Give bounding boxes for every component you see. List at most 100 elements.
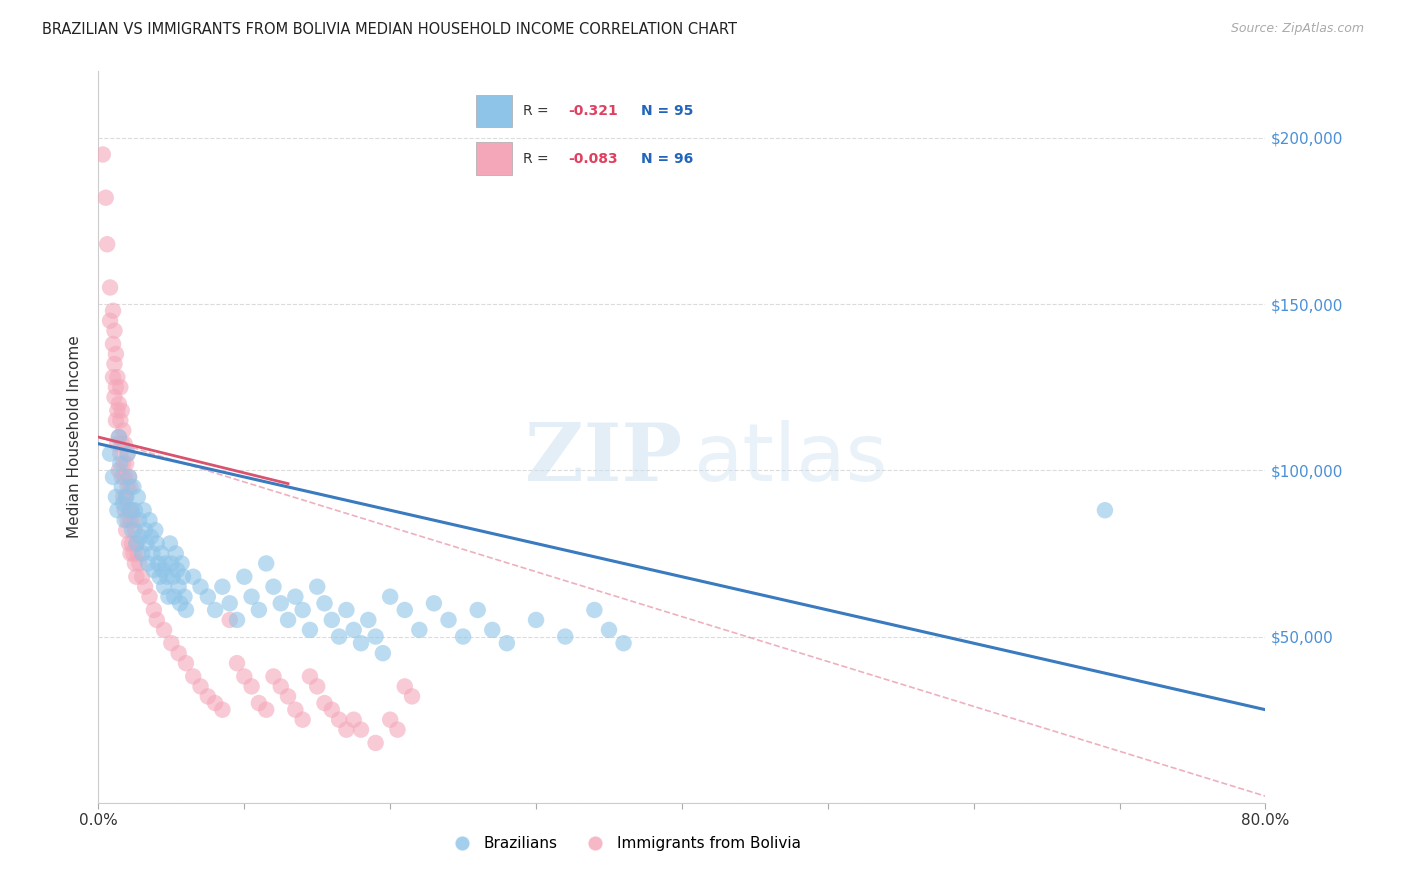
- Point: [270, 596, 292, 610]
- Point: [598, 623, 620, 637]
- Point: [335, 603, 357, 617]
- Point: [114, 436, 136, 450]
- Point: [277, 613, 299, 627]
- Point: [190, 680, 212, 694]
- Point: [104, 490, 127, 504]
- Point: [321, 703, 343, 717]
- Point: [146, 613, 169, 627]
- Point: [152, 563, 174, 577]
- Point: [120, 546, 142, 560]
- Point: [153, 580, 176, 594]
- Point: [129, 530, 152, 544]
- Point: [103, 357, 125, 371]
- Point: [115, 457, 138, 471]
- Point: [121, 523, 143, 537]
- Point: [172, 570, 194, 584]
- Point: [143, 523, 166, 537]
- Point: [277, 690, 299, 704]
- Point: [124, 503, 146, 517]
- Point: [211, 703, 233, 717]
- Point: [554, 630, 576, 644]
- Point: [254, 557, 277, 571]
- Point: [190, 580, 212, 594]
- Point: [134, 523, 156, 537]
- Point: [120, 480, 142, 494]
- Point: [141, 546, 163, 560]
- Point: [298, 669, 321, 683]
- Point: [160, 557, 183, 571]
- Point: [314, 696, 336, 710]
- Point: [298, 623, 321, 637]
- Point: [211, 580, 233, 594]
- Point: [163, 590, 186, 604]
- Point: [128, 557, 150, 571]
- Point: [121, 503, 143, 517]
- Point: [291, 603, 314, 617]
- Point: [240, 590, 263, 604]
- Point: [110, 447, 132, 461]
- Point: [174, 603, 197, 617]
- Point: [104, 413, 127, 427]
- Point: [343, 623, 366, 637]
- Point: [218, 596, 240, 610]
- Point: [127, 490, 149, 504]
- Point: [110, 380, 132, 394]
- Point: [96, 237, 118, 252]
- Point: [136, 557, 159, 571]
- Point: [162, 570, 184, 584]
- Point: [291, 713, 314, 727]
- Point: [103, 390, 125, 404]
- Point: [314, 596, 336, 610]
- Point: [387, 723, 409, 737]
- Point: [218, 613, 240, 627]
- Y-axis label: Median Household Income: Median Household Income: [67, 335, 83, 539]
- Point: [114, 513, 136, 527]
- Point: [104, 347, 127, 361]
- Point: [496, 636, 519, 650]
- Point: [371, 646, 394, 660]
- Point: [112, 457, 135, 471]
- Point: [166, 563, 188, 577]
- Point: [401, 690, 423, 704]
- Point: [118, 536, 141, 550]
- Text: ZIP: ZIP: [524, 420, 682, 498]
- Point: [357, 613, 380, 627]
- Text: atlas: atlas: [693, 420, 889, 498]
- Point: [174, 656, 197, 670]
- Point: [612, 636, 634, 650]
- Point: [105, 370, 128, 384]
- Point: [121, 536, 143, 550]
- Point: [1094, 503, 1116, 517]
- Legend: Brazilians, Immigrants from Bolivia: Brazilians, Immigrants from Bolivia: [440, 830, 807, 857]
- Point: [155, 557, 177, 571]
- Point: [101, 370, 124, 384]
- Point: [124, 557, 146, 571]
- Point: [328, 630, 350, 644]
- Point: [98, 280, 121, 294]
- Point: [124, 523, 146, 537]
- Point: [408, 623, 430, 637]
- Point: [131, 570, 153, 584]
- Point: [380, 590, 402, 604]
- Point: [138, 590, 160, 604]
- Point: [394, 603, 416, 617]
- Point: [270, 680, 292, 694]
- Point: [114, 470, 136, 484]
- Point: [112, 490, 135, 504]
- Point: [101, 337, 124, 351]
- Point: [146, 536, 169, 550]
- Point: [115, 523, 138, 537]
- Point: [343, 713, 366, 727]
- Point: [118, 470, 141, 484]
- Point: [122, 513, 145, 527]
- Point: [125, 570, 148, 584]
- Point: [307, 680, 329, 694]
- Point: [197, 690, 219, 704]
- Point: [117, 447, 139, 461]
- Point: [150, 546, 173, 560]
- Point: [247, 603, 270, 617]
- Point: [101, 470, 124, 484]
- Point: [165, 546, 187, 560]
- Point: [125, 536, 148, 550]
- Point: [173, 590, 195, 604]
